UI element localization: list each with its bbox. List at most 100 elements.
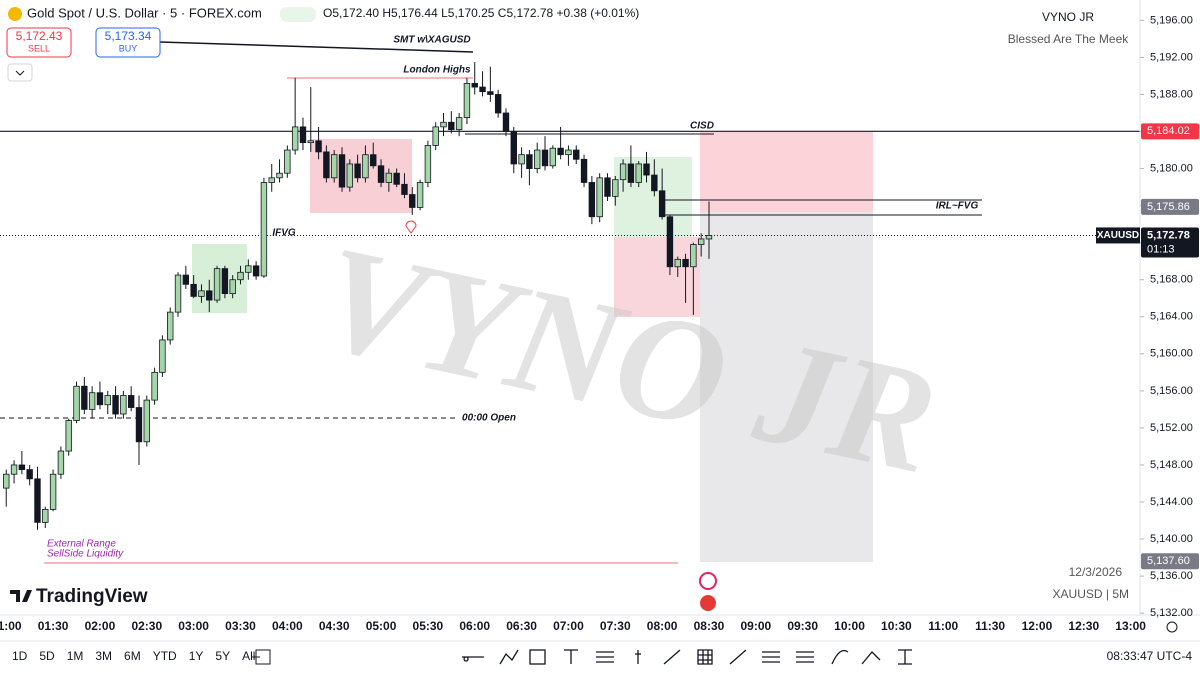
candle-body xyxy=(526,154,533,169)
alert-icon xyxy=(405,220,417,234)
x-tick-label: 13:00 xyxy=(1115,619,1146,633)
level-label: 5,184.02 xyxy=(1147,125,1190,137)
candle-body xyxy=(252,265,260,277)
range-button[interactable]: 5Y xyxy=(215,649,230,663)
symbol-title: Gold Spot / U.S. Dollar · 5 · FOREX.com xyxy=(27,5,262,20)
candle-body xyxy=(245,265,252,273)
candle-body xyxy=(682,258,689,268)
compare-icon[interactable] xyxy=(252,649,271,665)
sell-button[interactable] xyxy=(6,27,72,58)
x-tick-label: 09:30 xyxy=(787,619,818,633)
x-tick-label: 08:30 xyxy=(694,619,725,633)
plot xyxy=(0,62,1140,530)
candle-body xyxy=(307,140,314,144)
candle-body xyxy=(534,149,541,169)
candle-body xyxy=(346,163,354,188)
y-tick-label: 5,192.00 xyxy=(1150,51,1193,63)
candle-body xyxy=(143,399,150,443)
level-label: 5,175.86 xyxy=(1147,201,1190,213)
brand: TradingView xyxy=(36,586,148,607)
candle-body xyxy=(416,182,424,208)
range-button[interactable]: 5D xyxy=(39,649,55,663)
chevron xyxy=(15,70,25,76)
candle-body xyxy=(502,112,510,132)
x-tick-label: 03:30 xyxy=(225,619,256,633)
annotation: External Range xyxy=(47,539,116,550)
candle-body xyxy=(315,140,322,153)
candle-body xyxy=(619,163,627,181)
candle-body xyxy=(81,385,88,410)
date: 12/3/2026 xyxy=(1069,565,1123,579)
x-tick-label: 12:00 xyxy=(1022,619,1053,633)
range-button[interactable]: All xyxy=(242,649,255,663)
candle-body xyxy=(159,339,166,373)
annotation: London Highs xyxy=(403,65,471,76)
event-icon xyxy=(699,572,717,590)
y-tick-label: 5,148.00 xyxy=(1150,459,1193,471)
range-button[interactable]: 3M xyxy=(95,649,112,663)
settings-icon[interactable] xyxy=(1166,621,1178,633)
motto: Blessed Are The Meek xyxy=(1008,32,1130,46)
buy-button[interactable] xyxy=(95,27,161,58)
candle-body xyxy=(135,407,143,443)
drawing-tools[interactable] xyxy=(462,649,912,665)
sell-label[interactable]: SELL xyxy=(28,43,50,53)
candle-body xyxy=(237,271,244,281)
candle-body xyxy=(354,163,361,179)
range-button[interactable]: 1Y xyxy=(189,649,204,663)
level-label: 5,137.60 xyxy=(1147,555,1190,567)
x-tick-label: 03:00 xyxy=(178,619,209,633)
range-button[interactable]: 1D xyxy=(12,649,28,663)
candle-body xyxy=(268,177,275,183)
candle-body xyxy=(362,154,369,179)
candle-body xyxy=(455,117,463,131)
candle-body xyxy=(557,147,564,156)
candle-body xyxy=(167,311,174,341)
y-tick-label: 5,168.00 xyxy=(1150,274,1193,286)
candle-body xyxy=(65,420,72,452)
candle-body xyxy=(487,91,494,95)
candle-body xyxy=(385,172,393,183)
candle-body xyxy=(440,121,447,128)
y-tick-label: 5,152.00 xyxy=(1150,422,1193,434)
candle-body xyxy=(151,371,158,401)
x-tick-label: 04:30 xyxy=(319,619,350,633)
annotation: IRL~FVG xyxy=(936,201,979,212)
range-button[interactable]: YTD xyxy=(153,649,177,663)
candle-body xyxy=(432,126,439,146)
current-label: 5,172.78 xyxy=(1147,229,1190,241)
candle-body xyxy=(463,82,471,119)
candle-body xyxy=(549,147,557,167)
x-tick-label: 08:00 xyxy=(647,619,678,633)
zone xyxy=(614,157,692,237)
toolbar: 1D 5D 1M 3M 6M YTD 1Y 5Y All xyxy=(12,649,255,663)
candle-body xyxy=(3,473,10,489)
y-tick-label: 5,144.00 xyxy=(1150,496,1193,508)
candle-body xyxy=(541,149,549,167)
buy-price[interactable]: 5,173.34 xyxy=(105,29,152,43)
candle-body xyxy=(565,149,572,156)
range-button[interactable]: 1M xyxy=(67,649,84,663)
y-tick-label: 5,196.00 xyxy=(1150,14,1193,26)
candle-body xyxy=(120,395,127,415)
candle-body xyxy=(627,163,635,183)
buy-label[interactable]: BUY xyxy=(119,43,138,53)
candle-body xyxy=(190,283,197,297)
candle-body xyxy=(49,473,57,510)
annotation: IFVG xyxy=(272,228,296,239)
candle-body xyxy=(510,131,517,165)
collapse-button[interactable] xyxy=(7,63,33,82)
candle-body xyxy=(448,121,455,131)
candle-body xyxy=(42,509,49,523)
candle-body xyxy=(299,126,307,144)
range-button[interactable]: 6M xyxy=(124,649,141,663)
y-tick-label: 5,156.00 xyxy=(1150,385,1193,397)
candle-body xyxy=(377,165,385,183)
candle-body xyxy=(635,163,642,183)
candle-body xyxy=(127,395,135,408)
y-tick-label: 5,188.00 xyxy=(1150,88,1193,100)
candle-body xyxy=(96,392,104,406)
sell-price[interactable]: 5,172.43 xyxy=(16,29,63,43)
candle-body xyxy=(330,154,338,179)
